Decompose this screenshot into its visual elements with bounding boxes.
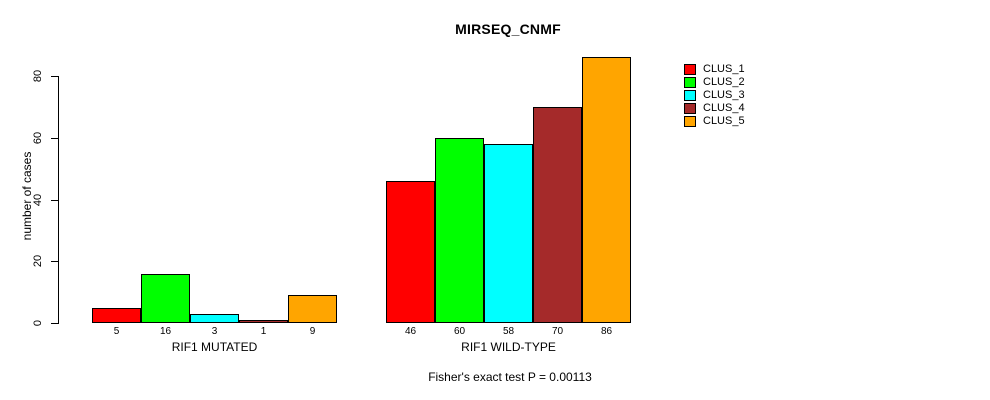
legend-row: CLUS_1 bbox=[684, 63, 745, 76]
y-axis-tick-label: 20 bbox=[32, 254, 44, 268]
bar-value-label: 70 bbox=[551, 326, 564, 337]
y-axis-tick-label: 0 bbox=[32, 319, 44, 327]
bar-value-label: 16 bbox=[159, 326, 172, 337]
legend-swatch-icon bbox=[684, 77, 696, 88]
legend-row: CLUS_5 bbox=[684, 115, 745, 128]
bar-clus_1 bbox=[386, 181, 435, 323]
bar-value-label: 58 bbox=[502, 326, 515, 337]
bar-value-label: 46 bbox=[404, 326, 417, 337]
bar-clus_4 bbox=[239, 320, 288, 323]
legend: CLUS_1 CLUS_2 CLUS_3 CLUS_4 CLUS_5 bbox=[684, 63, 745, 128]
y-axis-tick bbox=[51, 76, 59, 77]
y-axis-tick bbox=[51, 200, 59, 201]
fisher-test-caption: Fisher's exact test P = 0.00113 bbox=[428, 370, 592, 384]
y-axis-tick-label: 40 bbox=[32, 193, 44, 207]
y-axis-tick bbox=[51, 323, 59, 324]
bar-value-label: 5 bbox=[113, 326, 120, 337]
legend-label: CLUS_3 bbox=[703, 89, 745, 101]
legend-row: CLUS_2 bbox=[684, 76, 745, 89]
legend-label: CLUS_4 bbox=[703, 102, 745, 114]
legend-row: CLUS_4 bbox=[684, 102, 745, 115]
bar-clus_3 bbox=[484, 144, 533, 323]
legend-label: CLUS_5 bbox=[703, 115, 745, 127]
bar-value-label: 3 bbox=[211, 326, 218, 337]
bar-clus_5 bbox=[288, 295, 337, 323]
bar-clus_2 bbox=[435, 138, 484, 323]
legend-swatch-icon bbox=[684, 90, 696, 101]
bar-value-label: 60 bbox=[453, 326, 466, 337]
group-label: RIF1 MUTATED bbox=[171, 340, 258, 354]
y-axis-tick-label: 80 bbox=[32, 69, 44, 83]
legend-swatch-icon bbox=[684, 64, 696, 75]
legend-swatch-icon bbox=[684, 103, 696, 114]
y-axis-tick bbox=[51, 138, 59, 139]
legend-label: CLUS_1 bbox=[703, 63, 745, 75]
group-label: RIF1 WILD-TYPE bbox=[461, 340, 556, 354]
y-axis-tick-label: 60 bbox=[32, 131, 44, 145]
legend-row: CLUS_3 bbox=[684, 89, 745, 102]
legend-swatch-icon bbox=[684, 116, 696, 127]
bar-value-label: 9 bbox=[309, 326, 316, 337]
bar-clus_4 bbox=[533, 107, 582, 323]
legend-label: CLUS_2 bbox=[703, 76, 745, 88]
bar-value-label: 86 bbox=[600, 326, 613, 337]
bar-clus_2 bbox=[141, 274, 190, 323]
bar-clus_5 bbox=[582, 57, 631, 323]
bar-value-label: 1 bbox=[260, 326, 267, 337]
bar-clus_3 bbox=[190, 314, 239, 323]
bar-clus_1 bbox=[92, 308, 141, 323]
y-axis-tick bbox=[51, 261, 59, 262]
chart-title: MIRSEQ_CNMF bbox=[455, 21, 561, 37]
